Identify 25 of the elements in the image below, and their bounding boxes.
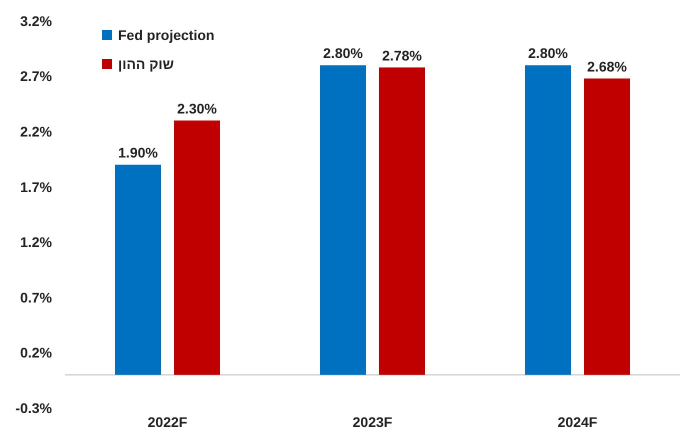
y-tick-label: -0.3% [15, 400, 53, 416]
y-tick-label: 2.2% [20, 123, 53, 140]
x-tick-label: 2023F [352, 414, 393, 430]
data-label: 2.68% [587, 58, 628, 74]
legend-label: Fed projection [118, 27, 214, 43]
bar [115, 164, 161, 375]
y-tick-label: 1.2% [20, 234, 53, 250]
y-tick-label: 1.7% [20, 178, 53, 195]
y-tick-label: 2.7% [20, 68, 53, 84]
y-tick-label: 0.2% [20, 344, 53, 361]
bar [584, 78, 630, 375]
legend-label: שוק ההון [118, 56, 174, 72]
data-label: 2.80% [528, 45, 568, 62]
bar [525, 65, 571, 375]
bar [174, 120, 220, 375]
data-label: 2.80% [323, 45, 364, 62]
x-tick-label: 2024F [558, 414, 598, 430]
bar [379, 67, 425, 375]
x-tick-label: 2022F [148, 414, 188, 430]
data-label: 2.30% [177, 100, 218, 117]
y-tick-label: 0.7% [20, 289, 53, 306]
y-tick-label: 3.2% [20, 12, 53, 29]
bar [320, 65, 366, 375]
data-label: 2.78% [382, 47, 422, 64]
data-label: 1.90% [118, 144, 158, 161]
